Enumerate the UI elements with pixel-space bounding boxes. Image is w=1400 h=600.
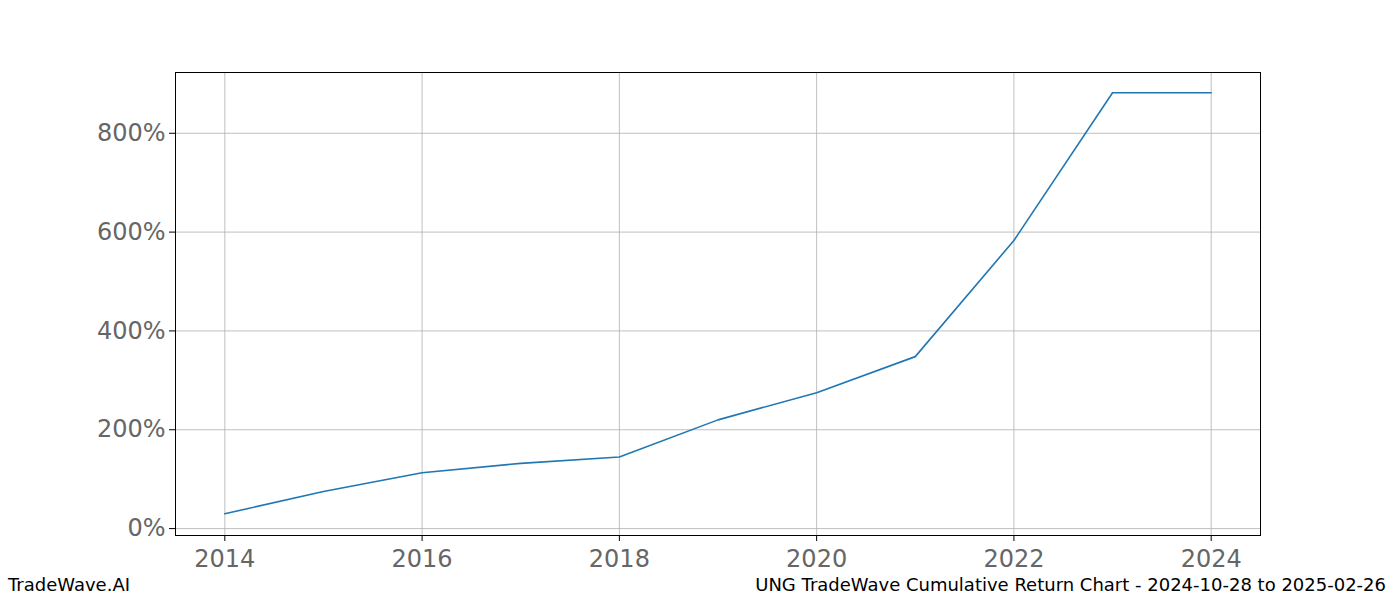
svg-text:2020: 2020 (786, 545, 847, 570)
svg-text:2014: 2014 (194, 545, 255, 570)
html-text:UNG TradeWave Cumulative Retur: UNG TradeWave Cumulative Return Chart - … (755, 574, 1386, 595)
svg-text:2016: 2016 (392, 545, 453, 570)
svg-text:400%: 400% (97, 317, 166, 345)
html-text:TradeWave.AI: TradeWave.AI (8, 574, 130, 595)
svg-text:200%: 200% (97, 415, 166, 443)
svg-text:800%: 800% (97, 119, 166, 147)
svg-text:2018: 2018 (589, 545, 650, 570)
svg-text:0%: 0% (127, 514, 165, 542)
svg-text:2024: 2024 (1181, 545, 1242, 570)
svg-text:2022: 2022 (983, 545, 1044, 570)
svg-text:600%: 600% (97, 218, 166, 246)
